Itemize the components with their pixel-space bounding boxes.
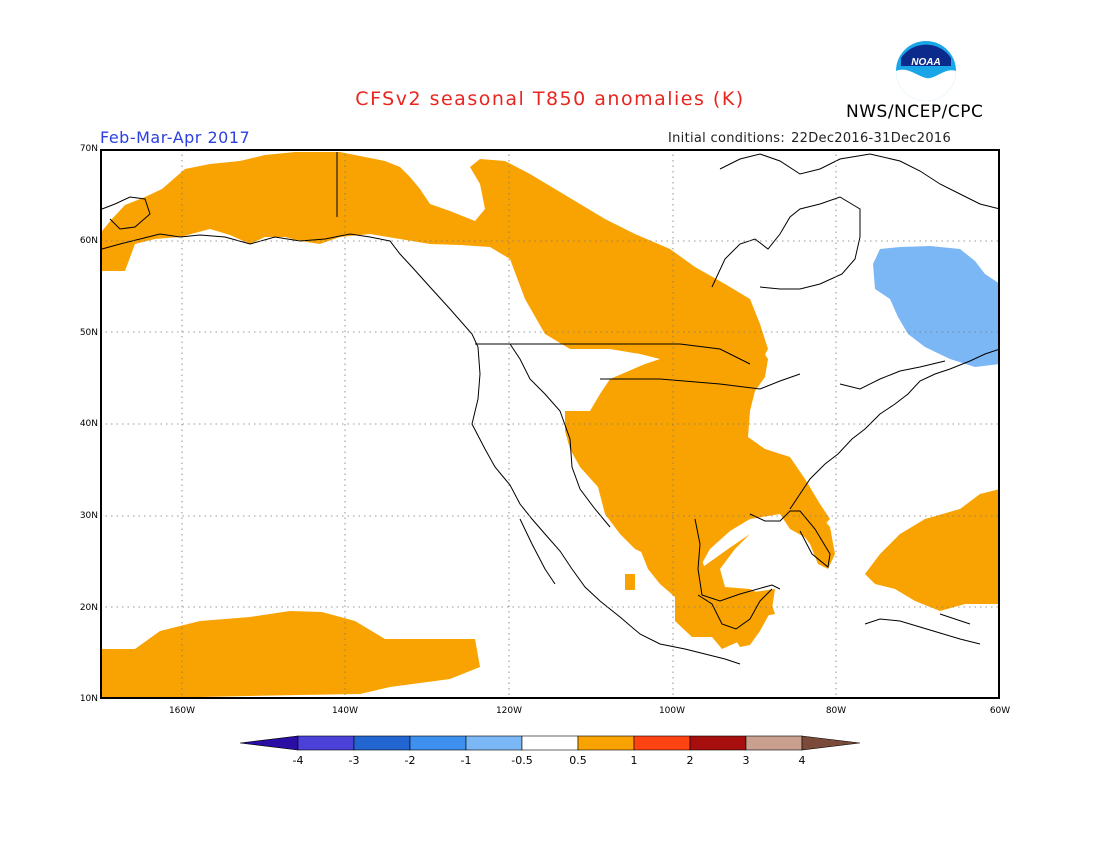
initial-conditions-label: Initial conditions: xyxy=(668,131,786,146)
colorbar-bin-0 xyxy=(239,735,299,751)
agency-label: NWS/NCEP/CPC xyxy=(846,102,984,122)
lat-label-20n: 20N xyxy=(79,603,98,613)
lat-label-70n: 70N xyxy=(79,144,98,154)
anomaly-region-alaska-canada xyxy=(102,152,768,374)
colorbar-bin-8 xyxy=(689,735,747,751)
negative-anomaly-region-quebec xyxy=(873,246,1000,367)
colorbar-bin-6 xyxy=(577,735,635,751)
anomaly-region-pacific xyxy=(102,611,480,699)
colorbar: -4 -3 -2 -1 -0.5 0.5 1 2 3 4 xyxy=(239,735,861,767)
colorbar-tick-label: 2 xyxy=(687,754,694,767)
anomaly-map xyxy=(100,149,1000,699)
graticule xyxy=(100,149,1000,699)
anomaly-region-central-us xyxy=(565,347,830,649)
colorbar-tick-label: -2 xyxy=(405,754,416,767)
lat-label-60n: 60N xyxy=(79,236,98,246)
colorbar-bin-9 xyxy=(745,735,803,751)
lat-label-30n: 30N xyxy=(79,511,98,521)
anomaly-region-atlantic xyxy=(865,489,1000,611)
lon-label-100w: 100W xyxy=(658,706,686,716)
lat-label-50n: 50N xyxy=(79,328,98,338)
colorbar-tick-label: -0.5 xyxy=(511,754,532,767)
initial-conditions-value: 22Dec2016-31Dec2016 xyxy=(791,131,952,146)
chart-title: CFSv2 seasonal T850 anomalies (K) xyxy=(355,88,745,110)
positive-anomaly-regions xyxy=(102,152,1000,699)
anomaly-spot-baja xyxy=(625,574,635,590)
colorbar-tick-label: -4 xyxy=(293,754,304,767)
lon-label-120w: 120W xyxy=(495,706,523,716)
svg-text:NOAA: NOAA xyxy=(911,57,940,68)
colorbar-tick-label: 3 xyxy=(743,754,750,767)
colorbar-bin-4 xyxy=(465,735,523,751)
colorbar-tick-label: 4 xyxy=(799,754,806,767)
noaa-logo: NOAA xyxy=(896,41,956,101)
lat-label-40n: 40N xyxy=(79,419,98,429)
colorbar-tick-label: -1 xyxy=(461,754,472,767)
colorbar-bin-1 xyxy=(297,735,355,751)
forecast-period: Feb-Mar-Apr 2017 xyxy=(100,128,251,147)
lon-label-160w: 160W xyxy=(168,706,196,716)
lat-label-10n: 10N xyxy=(79,694,98,704)
coastlines xyxy=(101,152,1000,665)
anomaly-region-florida xyxy=(790,509,835,569)
colorbar-bin-2 xyxy=(353,735,411,751)
colorbar-tick-label: -3 xyxy=(349,754,360,767)
lon-label-60w: 60W xyxy=(989,706,1011,716)
colorbar-bin-10 xyxy=(801,735,861,751)
colorbar-bin-7 xyxy=(633,735,691,751)
colorbar-bin-5 xyxy=(521,735,579,751)
colorbar-tick-label: 1 xyxy=(631,754,638,767)
anomaly-spot-pacific-mexico xyxy=(708,617,722,637)
colorbar-tick-label: 0.5 xyxy=(569,754,587,767)
anomaly-region-mexico xyxy=(640,521,775,647)
lon-label-80w: 80W xyxy=(825,706,847,716)
colorbar-bin-3 xyxy=(409,735,467,751)
initial-conditions: Initial conditions: 22Dec2016-31Dec2016 xyxy=(668,131,951,146)
lon-label-140w: 140W xyxy=(331,706,359,716)
